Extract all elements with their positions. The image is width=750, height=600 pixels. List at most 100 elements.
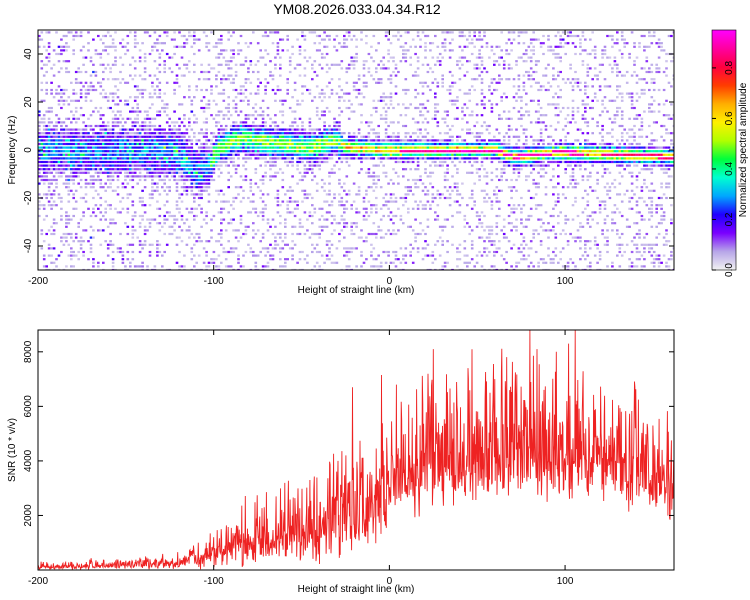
heatmap-cell bbox=[478, 153, 481, 156]
heatmap-cell bbox=[47, 164, 51, 167]
heatmap-cell bbox=[411, 160, 415, 164]
heatmap-cell bbox=[247, 78, 250, 81]
heatmap-cell bbox=[367, 153, 371, 156]
heatmap-cell bbox=[438, 60, 442, 63]
heatmap-cell bbox=[202, 247, 206, 250]
heatmap-cell bbox=[239, 85, 243, 88]
heatmap-cell bbox=[448, 196, 452, 200]
heatmap-cell bbox=[365, 146, 368, 149]
heatmap-cell bbox=[451, 214, 454, 218]
heatmap-cell bbox=[131, 128, 135, 131]
heatmap-cell bbox=[470, 240, 474, 243]
heatmap-cell bbox=[490, 81, 494, 84]
heatmap-cell bbox=[114, 142, 117, 146]
heatmap-cell bbox=[303, 38, 307, 41]
heatmap-cell bbox=[193, 70, 196, 74]
heatmap-cell bbox=[269, 150, 272, 153]
heatmap-cell bbox=[65, 164, 68, 167]
heatmap-cell bbox=[463, 240, 467, 243]
heatmap-cell bbox=[441, 243, 444, 246]
heatmap-cell bbox=[466, 150, 469, 153]
heatmap-cell bbox=[502, 60, 506, 63]
heatmap-cell bbox=[141, 200, 144, 203]
heatmap-cell bbox=[495, 200, 499, 203]
heatmap-cell bbox=[315, 182, 319, 185]
heatmap-cell bbox=[362, 135, 366, 138]
heatmap-cell bbox=[446, 178, 449, 182]
heatmap-cell bbox=[190, 258, 194, 261]
heatmap-cell bbox=[347, 135, 351, 138]
heatmap-cell bbox=[47, 204, 51, 207]
heatmap-cell bbox=[131, 160, 135, 164]
heatmap-cell bbox=[175, 45, 179, 48]
heatmap-cell bbox=[338, 99, 341, 102]
heatmap-cell bbox=[429, 254, 432, 257]
heatmap-cell bbox=[461, 63, 464, 66]
heatmap-cell bbox=[441, 56, 444, 59]
heatmap-cell bbox=[38, 114, 41, 117]
heatmap-cell bbox=[239, 135, 243, 138]
heatmap-cell bbox=[493, 193, 496, 196]
heatmap-cell bbox=[362, 261, 366, 264]
heatmap-cell bbox=[237, 157, 240, 160]
heatmap-cell bbox=[291, 146, 294, 149]
heatmap-cell bbox=[365, 150, 368, 153]
heatmap-cell bbox=[291, 247, 294, 250]
heatmap-cell bbox=[87, 153, 90, 156]
heatmap-cell bbox=[104, 189, 107, 192]
heatmap-cell bbox=[38, 150, 41, 153]
heatmap-cell bbox=[478, 142, 481, 146]
heatmap-cell bbox=[456, 99, 459, 102]
heatmap-cell bbox=[313, 139, 317, 142]
heatmap-cell bbox=[458, 88, 462, 92]
heatmap-cell bbox=[242, 178, 245, 182]
heatmap-cell bbox=[131, 243, 135, 246]
heatmap-cell bbox=[515, 265, 518, 268]
heatmap-cell bbox=[424, 186, 427, 189]
heatmap-cell bbox=[328, 240, 331, 243]
heatmap-cell bbox=[239, 150, 243, 153]
heatmap-cell bbox=[438, 160, 442, 164]
heatmap-cell bbox=[279, 232, 282, 236]
heatmap-cell bbox=[478, 218, 481, 221]
heatmap-cell bbox=[158, 34, 162, 38]
heatmap-cell bbox=[121, 157, 125, 160]
heatmap-cell bbox=[498, 74, 501, 77]
heatmap-cell bbox=[269, 128, 272, 131]
heatmap-cell bbox=[82, 250, 85, 254]
heatmap-cell bbox=[453, 146, 457, 149]
heatmap-cell bbox=[158, 92, 162, 95]
heatmap-cell bbox=[109, 45, 112, 48]
heatmap-cell bbox=[244, 42, 248, 45]
heatmap-cell bbox=[247, 117, 250, 120]
heatmap-cell bbox=[308, 88, 312, 92]
heatmap-cell bbox=[97, 164, 100, 167]
heatmap-cell bbox=[352, 88, 356, 92]
heatmap-cell bbox=[210, 261, 213, 264]
heatmap-cell bbox=[475, 211, 479, 214]
heatmap-cell bbox=[38, 153, 41, 156]
heatmap-cell bbox=[148, 171, 152, 174]
heatmap-cell bbox=[389, 96, 393, 99]
heatmap-cell bbox=[193, 42, 196, 45]
heatmap-cell bbox=[365, 218, 368, 221]
heatmap-cell bbox=[45, 63, 48, 66]
heatmap-cell bbox=[328, 153, 331, 156]
heatmap-cell bbox=[84, 124, 88, 128]
heatmap-cell bbox=[232, 56, 235, 59]
heatmap-cell bbox=[493, 150, 496, 153]
heatmap-cell bbox=[382, 117, 385, 120]
heatmap-cell bbox=[478, 250, 481, 254]
heatmap-cell bbox=[375, 265, 378, 268]
heatmap-cell bbox=[161, 160, 164, 164]
heatmap-cell bbox=[409, 146, 412, 149]
heatmap-cell bbox=[315, 160, 319, 164]
heatmap-cell bbox=[372, 232, 376, 236]
heatmap-cell bbox=[252, 135, 255, 138]
heatmap-cell bbox=[67, 222, 71, 225]
heatmap-cell bbox=[249, 128, 253, 131]
heatmap-cell bbox=[197, 171, 201, 174]
heatmap-cell bbox=[347, 139, 351, 142]
heatmap-cell bbox=[156, 200, 159, 203]
heatmap-cell bbox=[276, 139, 280, 142]
